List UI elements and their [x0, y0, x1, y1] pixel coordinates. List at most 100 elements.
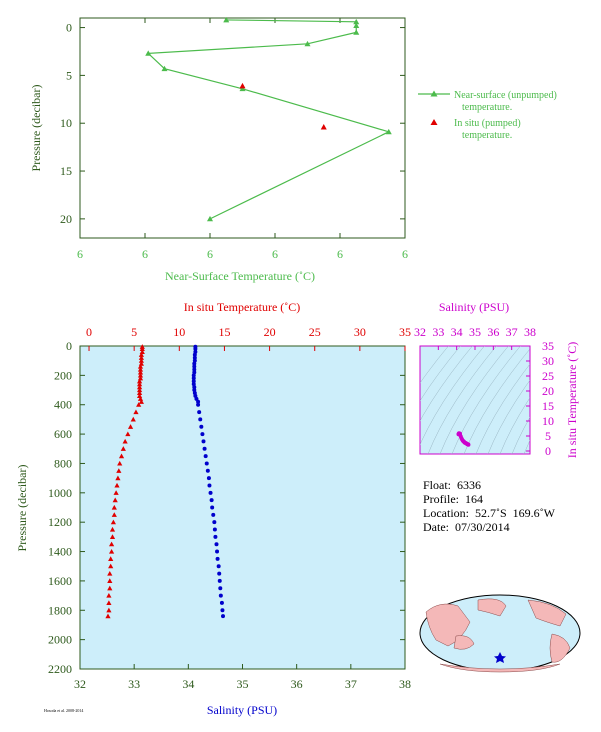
- ts-diagram-frame: [419, 345, 531, 455]
- legend-marker-pumped: [430, 119, 438, 125]
- profile-salinity-point: [194, 396, 199, 401]
- near-surface-y-tick-label: 10: [60, 116, 72, 130]
- profile-y-label: Pressure (decibar): [15, 465, 29, 552]
- profile-temperature-point: [138, 355, 144, 360]
- profile-temperature-point: [139, 349, 145, 354]
- profile-value: 164: [465, 492, 483, 506]
- profile-temperature-point: [136, 402, 142, 407]
- map-land-australia: [453, 635, 475, 650]
- ts-sal-tick-label: 34: [451, 325, 463, 339]
- profile-salinity-point: [199, 424, 204, 429]
- profile-salinity-point: [210, 505, 215, 510]
- profile-y-tick-label: 200: [54, 368, 72, 382]
- float-value: 6336: [457, 478, 482, 492]
- near-surface-unpumped-point: [304, 40, 311, 47]
- profile-salinity-point: [221, 614, 225, 619]
- profile-temperature-point: [133, 409, 139, 415]
- float-info: Float: 6336 Profile: 164 Location: 52.7˚…: [423, 478, 555, 534]
- profile-sal-tick-label: 33: [128, 677, 140, 691]
- location-label: Location:: [423, 506, 469, 520]
- profile-sal-tick-label: 35: [237, 677, 249, 691]
- ts-temp-tick-label: 25: [542, 369, 554, 383]
- date-value: 07/30/2014: [455, 520, 510, 534]
- profile-y-tick-label: 1400: [48, 545, 72, 559]
- profile-temperature-point: [106, 600, 112, 606]
- ts-density-contour: [523, 439, 530, 454]
- legend-label-pumped-line2: temperature.: [462, 130, 512, 141]
- near-surface-plot-frame: [79, 17, 406, 239]
- profile-temperature-point: [107, 578, 113, 583]
- profile-temperature-point: [116, 468, 122, 473]
- location-value: 52.7˚S 169.6˚W: [474, 506, 555, 520]
- profile-y-tick-label: 1600: [48, 574, 72, 588]
- profile-salinity-point: [216, 564, 221, 569]
- profile-salinity-point: [192, 352, 197, 357]
- legend-label-unpumped-line2: temperature.: [462, 102, 512, 113]
- profile-salinity-point: [203, 454, 208, 459]
- profile-temperature-point: [138, 352, 144, 357]
- profile-salinity-point: [220, 608, 225, 613]
- profile-temp-tick-label: 20: [264, 325, 276, 339]
- ts-density-contours: [420, 346, 530, 454]
- profile-y-tick-label: 600: [54, 427, 72, 441]
- near-surface-unpumped-point: [385, 128, 392, 135]
- near-surface-pumped-point: [239, 82, 246, 89]
- ts-series: [456, 431, 471, 447]
- profile-salinity-point: [215, 556, 220, 561]
- near-surface-x-tick-label: 6: [77, 247, 83, 261]
- profile-series: [105, 344, 225, 619]
- near-surface-x-tick-label: 6: [142, 247, 148, 261]
- ts-temp-tick-label: 10: [542, 414, 554, 428]
- legend-label-pumped-line1: In situ (pumped): [454, 118, 521, 129]
- profile-temperature-point: [137, 396, 144, 401]
- near-surface-x-label: Near-Surface Temperature (˚C): [165, 269, 315, 283]
- profile-salinity-point: [191, 373, 196, 378]
- profile-salinity-point: [196, 399, 201, 404]
- ts-temp-tick-label: 15: [542, 399, 554, 413]
- profile-temperature-point: [109, 526, 116, 532]
- profile-temperature-point: [108, 556, 114, 561]
- profile-salinity-point: [209, 498, 214, 503]
- near-surface-unpumped-point: [353, 29, 360, 35]
- profile-temperature-point: [108, 563, 114, 569]
- profile-salinity-point: [191, 379, 196, 384]
- profile-temperature-point: [127, 424, 134, 429]
- ts-temp-tick-label: 35: [542, 339, 554, 353]
- profile-salinity-point: [206, 476, 211, 481]
- profile-salinity-point: [212, 527, 217, 532]
- profile-salinity-point: [197, 410, 202, 415]
- profile-temperature-point: [111, 504, 117, 510]
- profile-salinity-point: [201, 439, 206, 444]
- near-surface-plot: 0 5 10 15 20 6 6 6 6 6 6 Near-Surface Temperature …: [29, 16, 557, 283]
- profile-top-axis-label: In situ Temperature (˚C): [184, 300, 301, 314]
- profile-y-tick-label: 1000: [48, 486, 72, 500]
- ts-sal-tick-label: 32: [414, 325, 426, 339]
- profile-salinity-point: [200, 432, 205, 437]
- profile-salinity-point: [219, 600, 224, 605]
- near-surface-pumped-point: [320, 124, 327, 130]
- profile-temperature-point: [113, 490, 119, 495]
- profile-temperature-point: [137, 369, 144, 375]
- profile-salinity-point: [212, 520, 217, 525]
- profile-temperature-point: [137, 372, 144, 378]
- near-surface-y-tick-label: 20: [60, 212, 72, 226]
- profile-row: Profile: 164: [423, 492, 555, 506]
- map-land: [425, 598, 571, 673]
- profile-label: Profile:: [423, 492, 459, 506]
- ts-density-contour: [499, 397, 530, 454]
- profile-temperature-point: [130, 416, 136, 422]
- profile-temperature-point: [138, 361, 144, 366]
- profile-temperature-point: [108, 548, 115, 554]
- profile-temperature-point: [114, 482, 120, 488]
- profile-salinity-point: [192, 364, 197, 369]
- legend-label-unpumped-line1: Near-surface (unpumped): [454, 90, 557, 101]
- near-surface-y-label: Pressure (decibar): [29, 85, 43, 172]
- near-surface-unpumped-point: [161, 65, 168, 72]
- profile-temperature-point: [136, 387, 143, 393]
- profile-salinity-point: [208, 490, 213, 495]
- profile-temperature-point: [112, 497, 118, 503]
- profile-temperature-point: [137, 366, 144, 372]
- profile-salinity-point: [207, 483, 212, 488]
- profile-temperature-point: [111, 512, 117, 517]
